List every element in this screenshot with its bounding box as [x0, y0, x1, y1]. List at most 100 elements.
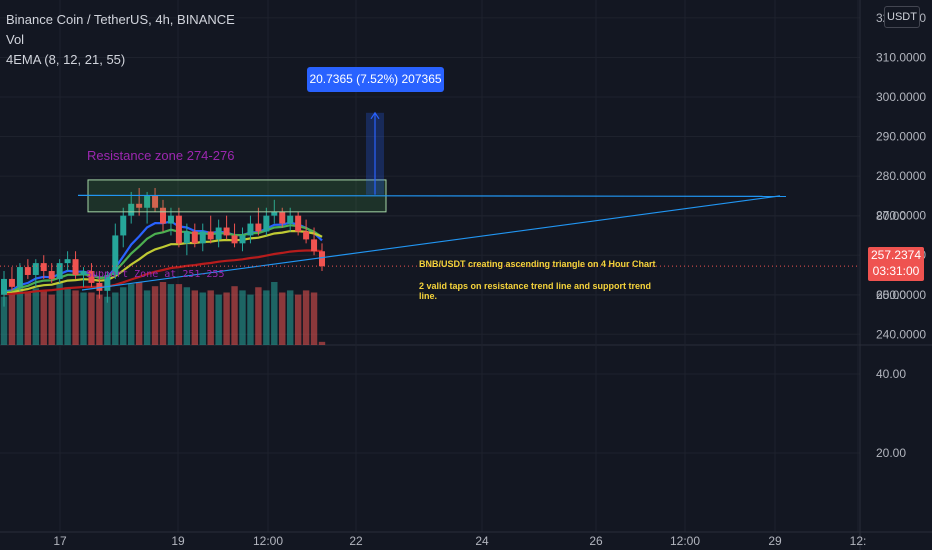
- volume-tick-label: 80.00: [876, 209, 906, 223]
- currency-button[interactable]: USDT: [884, 6, 920, 28]
- current-price-tag: 257.2374 03:31:00: [868, 247, 924, 281]
- candle-countdown: 03:31:00: [872, 264, 920, 278]
- volume-bar: [310, 292, 318, 345]
- symbol-title: Binance Coin / TetherUS, 4h, BINANCE: [6, 12, 235, 27]
- volume-bar: [24, 292, 32, 345]
- volume-bar: [64, 287, 71, 345]
- volume-bar: [247, 294, 254, 345]
- volume-bar: [104, 296, 111, 345]
- ema-indicator-label[interactable]: 4EMA (8, 12, 21, 55): [6, 52, 126, 67]
- candle-body: [175, 215, 182, 244]
- price-tick-label: 280.0000: [876, 169, 926, 183]
- candle-body: [199, 231, 206, 244]
- candle-body: [231, 235, 238, 244]
- volume-tick-label: 20.00: [876, 446, 906, 460]
- candle-body: [112, 235, 119, 275]
- volume-bar: [151, 286, 159, 345]
- candle-body: [279, 211, 286, 224]
- volume-bar: [167, 284, 175, 345]
- candle-body: [120, 215, 127, 236]
- price-tick-label: 240.0000: [876, 327, 926, 341]
- time-tick-label: 22: [349, 534, 363, 548]
- candle-body: [295, 215, 302, 232]
- candle-body: [48, 271, 55, 279]
- price-tick-label: 300.0000: [876, 90, 926, 104]
- candle-body: [287, 215, 294, 224]
- note-line-1: BNB/USDT creating ascending triangle on …: [419, 259, 656, 269]
- volume-bar: [96, 294, 103, 345]
- time-tick-label: 12:: [850, 534, 867, 548]
- volume-bar: [159, 282, 167, 345]
- price-tick-label: 270.0000: [876, 209, 926, 223]
- time-tick-label: 12:00: [253, 534, 283, 548]
- candle-body: [104, 274, 111, 291]
- measure-label[interactable]: 20.7365 (7.52%) 207365: [307, 67, 444, 92]
- candle-body: [152, 195, 159, 208]
- volume-bar: [318, 341, 326, 345]
- volume-bar: [128, 284, 135, 345]
- resistance-zone-label[interactable]: Resistance zone 274-276: [87, 148, 235, 163]
- volume-bar: [0, 296, 8, 345]
- volume-bar: [207, 290, 214, 345]
- time-tick-label: 29: [768, 534, 782, 548]
- volume-bar: [32, 288, 39, 345]
- time-tick-label: 26: [589, 534, 603, 548]
- volume-bar: [294, 294, 302, 345]
- price-tick-label: 290.0000: [876, 130, 926, 144]
- candle-body: [160, 207, 166, 224]
- candle-body: [72, 259, 79, 275]
- chart-legend: Binance Coin / TetherUS, 4h, BINANCE Vol…: [6, 10, 235, 70]
- note-line-2: 2 valid taps on resistance trend line an…: [419, 281, 652, 301]
- ema-21-line: [3, 230, 323, 295]
- support-zone-label[interactable]: Support Zone at 251-255: [86, 269, 225, 280]
- candle-body: [319, 251, 325, 267]
- volume-bar: [199, 292, 206, 345]
- candle-body: [271, 211, 278, 216]
- volume-bar: [120, 287, 127, 345]
- ema-55-line: [3, 249, 323, 296]
- candle-body: [16, 267, 23, 287]
- time-tick-label: 12:00: [670, 534, 700, 548]
- candle-body: [56, 263, 63, 279]
- candle-body: [1, 278, 7, 295]
- price-tick-label: 250.0000: [876, 288, 926, 302]
- volume-bar: [72, 290, 79, 345]
- time-tick-label: 19: [171, 534, 185, 548]
- candle-body: [40, 263, 47, 272]
- candle-body: [64, 259, 71, 264]
- candle-body: [8, 278, 15, 287]
- candle-body: [223, 227, 230, 236]
- analysis-note[interactable]: BNB/USDT creating ascending triangle on …: [419, 259, 659, 313]
- volume-bar: [56, 282, 63, 345]
- volume-bar: [279, 292, 286, 345]
- volume-bar: [287, 290, 294, 345]
- candle-body: [167, 215, 174, 224]
- measure-arrow-head: [370, 111, 380, 120]
- candle-body: [263, 215, 270, 232]
- candle-body: [239, 235, 246, 244]
- price-tick-label: 310.0000: [876, 50, 926, 64]
- volume-indicator-label[interactable]: Vol: [6, 32, 25, 47]
- candle-body: [136, 203, 143, 208]
- candle-body: [80, 271, 87, 275]
- candle-body: [247, 223, 254, 236]
- time-tick-label: 24: [475, 534, 489, 548]
- candle-body: [303, 231, 310, 240]
- volume-bar: [88, 292, 95, 345]
- candle-body: [32, 263, 39, 275]
- candle-body: [311, 239, 318, 252]
- candle-body: [215, 227, 222, 240]
- current-price-value: 257.2374: [870, 248, 922, 262]
- volume-bar: [231, 286, 238, 345]
- candle-body: [207, 231, 214, 240]
- volume-bar: [239, 290, 246, 345]
- volume-bar: [48, 294, 55, 345]
- candle-body: [88, 271, 95, 283]
- candle-body: [191, 231, 198, 244]
- candle-body: [144, 195, 151, 208]
- candle-body: [96, 282, 103, 291]
- volume-bar: [255, 287, 262, 345]
- volume-bar: [183, 287, 191, 345]
